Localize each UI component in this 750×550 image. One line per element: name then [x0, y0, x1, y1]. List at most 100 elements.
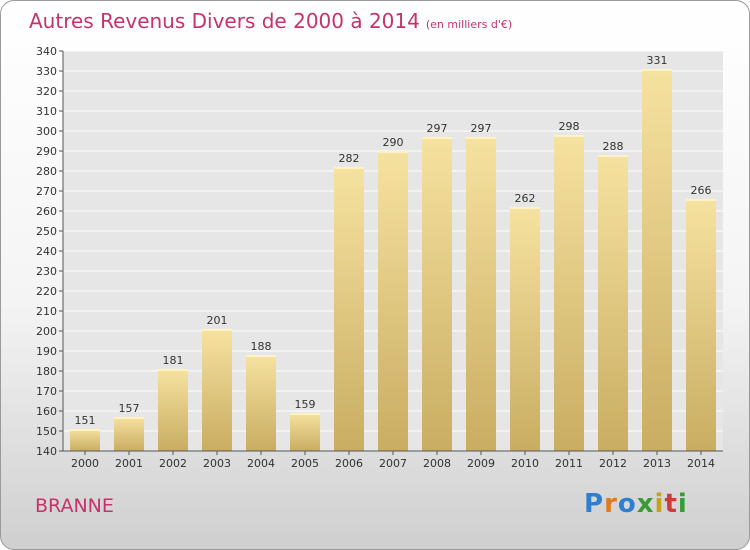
bar-highlight [642, 69, 672, 71]
y-tick-label: 170 [36, 385, 57, 398]
data-label: 297 [427, 122, 448, 135]
y-tick-label: 250 [36, 225, 57, 238]
y-tick-label: 190 [36, 345, 57, 358]
data-label: 262 [515, 192, 536, 205]
x-tick-label: 2006 [335, 457, 363, 470]
y-tick-label: 290 [36, 145, 57, 158]
x-tick-label: 2010 [511, 457, 539, 470]
x-tick-label: 2009 [467, 457, 495, 470]
data-label: 159 [295, 398, 316, 411]
bar-fill [422, 137, 452, 451]
bar-2011 [554, 135, 584, 451]
bar-2003 [202, 329, 232, 451]
bar-2001 [114, 417, 144, 451]
bar-highlight [114, 417, 144, 419]
bar-highlight [246, 355, 276, 357]
bar-2007 [378, 151, 408, 451]
bar-fill [114, 417, 144, 451]
y-tick-label: 160 [36, 405, 57, 418]
x-tick-label: 2008 [423, 457, 451, 470]
y-tick-label: 320 [36, 85, 57, 98]
bar-fill [378, 151, 408, 451]
chart-title: Autres Revenus Divers de 2000 à 2014 (en … [29, 9, 512, 33]
logo-letter: r [604, 489, 618, 519]
logo-letter: P [584, 489, 605, 519]
data-label: 288 [603, 140, 624, 153]
data-label: 282 [339, 152, 360, 165]
logo-letter: x [636, 489, 655, 519]
y-tick-label: 140 [36, 445, 57, 458]
data-label: 298 [559, 120, 580, 133]
bar-highlight [202, 329, 232, 331]
x-tick-label: 2004 [247, 457, 275, 470]
data-label: 188 [251, 340, 272, 353]
x-tick-label: 2001 [115, 457, 143, 470]
bar-2009 [466, 137, 496, 451]
bar-2002 [158, 369, 188, 451]
data-label: 297 [471, 122, 492, 135]
data-label: 157 [119, 402, 140, 415]
x-tick-label: 2000 [71, 457, 99, 470]
title-text: Autres Revenus Divers de 2000 à 2014 [29, 9, 420, 33]
x-tick-label: 2013 [643, 457, 671, 470]
x-axis-ticks: 2000 2001 2002 2003 2004 2005 2006 2007 2008 2009… [71, 451, 715, 470]
y-tick-label: 300 [36, 125, 57, 138]
bar-highlight [70, 429, 100, 431]
bar-fill [158, 369, 188, 451]
logo-letter: t [664, 489, 678, 519]
logo-letter: i [677, 489, 688, 519]
x-tick-label: 2007 [379, 457, 407, 470]
proxiti-logo: Proxiti [584, 489, 688, 519]
x-tick-label: 2002 [159, 457, 187, 470]
y-tick-label: 260 [36, 205, 57, 218]
logo-letter: o [617, 489, 637, 519]
chart-subtitle: (en milliers d'€) [425, 18, 513, 31]
y-tick-label: 330 [36, 65, 57, 78]
bar-highlight [158, 369, 188, 371]
data-label: 181 [163, 354, 184, 367]
bar-fill [642, 69, 672, 451]
bar-fill [246, 355, 276, 451]
bar-fill [70, 429, 100, 451]
bar-fill [202, 329, 232, 451]
bar-highlight [554, 135, 584, 137]
bar-fill [554, 135, 584, 451]
bar-fill [290, 413, 320, 451]
bar-highlight [466, 137, 496, 139]
bar-2010 [510, 207, 540, 451]
y-tick-label: 180 [36, 365, 57, 378]
y-tick-label: 240 [36, 245, 57, 258]
bar-2004 [246, 355, 276, 451]
bar-2012 [598, 155, 628, 451]
bar-fill [598, 155, 628, 451]
bar-fill [686, 199, 716, 451]
bar-2005 [290, 413, 320, 451]
y-axis-ticks: 140 150 160 170 180 190 200 210 220 230 240 250 260 2… [36, 45, 63, 458]
data-label: 290 [383, 136, 404, 149]
bar-fill [466, 137, 496, 451]
x-tick-label: 2011 [555, 457, 583, 470]
y-tick-label: 210 [36, 305, 57, 318]
y-tick-label: 230 [36, 265, 57, 278]
bar-highlight [378, 151, 408, 153]
bar-2006 [334, 167, 364, 451]
bar-2014 [686, 199, 716, 451]
bar-2000 [70, 429, 100, 451]
bar-highlight [510, 207, 540, 209]
bar-fill [510, 207, 540, 451]
y-tick-label: 280 [36, 165, 57, 178]
y-tick-label: 310 [36, 105, 57, 118]
bar-highlight [598, 155, 628, 157]
x-tick-label: 2012 [599, 457, 627, 470]
x-tick-label: 2014 [687, 457, 715, 470]
data-label: 201 [207, 314, 228, 327]
bar-highlight [334, 167, 364, 169]
bars [70, 69, 716, 451]
data-labels: 151 157 181 201 188 159 282 290 297 297 262 298 288 3… [75, 54, 712, 427]
bar-highlight [686, 199, 716, 201]
bar-2013 [642, 69, 672, 451]
data-label: 266 [691, 184, 712, 197]
x-tick-label: 2003 [203, 457, 231, 470]
